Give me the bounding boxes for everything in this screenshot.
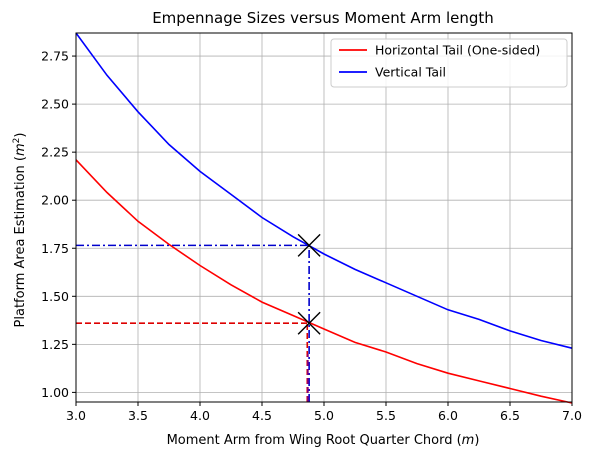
legend-box [330,38,568,88]
x-marker [297,233,321,257]
y-axis-label-unit: m [13,143,28,156]
series-line-vertical-tail [75,32,573,349]
legend-label-horizontal-tail: Horizontal Tail (One-sided) [375,43,540,58]
x-ticks: 3.0 3.5 4.0 4.5 5.0 5.5 6.0 6.5 7.0 [66,402,582,423]
x-tick-label: 3.5 [128,408,148,423]
x-marker-stroke [297,311,321,335]
x-axis-label: Moment Arm from Wing Root Quarter Chord … [167,433,480,448]
y-axis-label-sup: 2 [12,138,22,144]
series-line-horizontal-tail [75,159,573,404]
y-tick-label: 2.75 [41,49,69,64]
y-tick-label: 1.00 [41,385,69,400]
y-tick-label: 1.25 [41,337,69,352]
x-tick-label: 6.5 [500,408,520,423]
x-marker-stroke [297,233,321,257]
x-tick-label: 5.0 [314,408,334,423]
legend-label-vertical-tail: Vertical Tail [375,65,446,80]
x-tick-label: 7.0 [562,408,582,423]
x-tick-label: 3.0 [66,408,86,423]
reference-lines [76,244,310,402]
x-tick-label: 4.0 [190,408,210,423]
chart-title: Empennage Sizes versus Moment Arm length [152,9,494,27]
x-tick-label: 4.5 [252,408,272,423]
x-tick-label: 5.5 [376,408,396,423]
x-tick-label: 6.0 [438,408,458,423]
markers [297,233,321,335]
x-marker [297,311,321,335]
y-tick-label: 2.50 [41,97,69,112]
y-ticks: 1.00 1.25 1.50 1.75 2.00 2.25 2.50 2.75 [41,49,76,400]
y-tick-label: 2.00 [41,193,69,208]
x-axis-label-close: ) [474,433,479,448]
x-axis-label-unit: m [462,433,475,448]
y-tick-label: 1.50 [41,289,69,304]
x-axis-label-main: Moment Arm from Wing Root Quarter Chord … [167,433,462,448]
series-lines [75,32,573,404]
y-axis-label-main: Platform Area Estimation ( [13,156,28,327]
grid [75,33,573,402]
y-axis-label-close: ) [13,133,28,138]
legend: Horizontal Tail (One-sided) Vertical Tai… [330,38,568,88]
y-tick-label: 2.25 [41,145,69,160]
y-axis-label: Platform Area Estimation (m2) [12,133,28,328]
y-tick-label: 1.75 [41,241,69,256]
